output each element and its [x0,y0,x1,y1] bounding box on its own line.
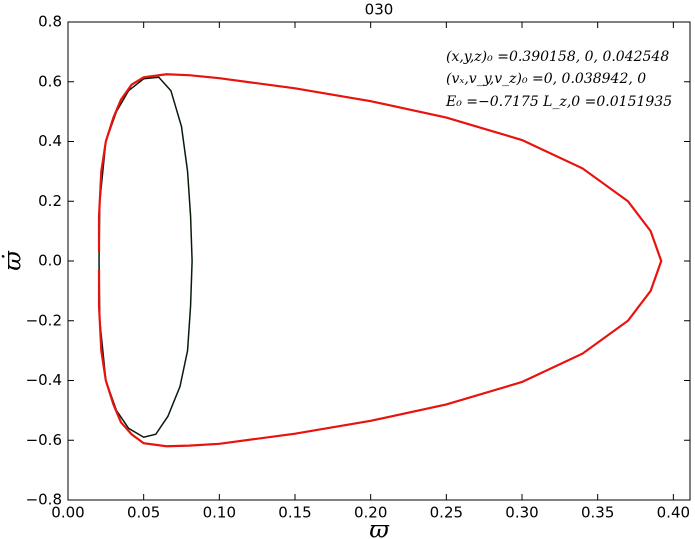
y-tick-label: −0.2 [26,311,62,329]
x-tick-label: 0.05 [127,504,160,522]
annotation: E₀ =−0.7175 L_z,0 =0.0151935 [445,94,672,110]
y-tick-label: 0.6 [38,72,62,90]
x-tick-label: 0.35 [581,504,614,522]
chart-title: 030 [365,1,394,19]
annotation: (x,y,z)₀ =0.390158, 0, 0.042548 [446,49,669,65]
y-tick-label: −0.4 [26,371,62,389]
x-tick-label: 0.00 [51,504,84,522]
x-tick-label: 0.25 [430,504,463,522]
x-tick-label: 0.10 [203,504,236,522]
x-axis-label: ϖ [369,516,390,539]
x-tick-label: 0.15 [278,504,311,522]
y-tick-label: −0.8 [26,491,62,509]
series-line [98,76,193,439]
y-axis-label: ϖ̇ [0,250,27,271]
y-tick-label: −0.6 [26,431,62,449]
annotation: (vₓ,v_y,v_z)₀ =0, 0.038942, 0 [446,71,646,87]
x-tick-label: 0.20 [354,504,387,522]
y-tick-label: 0.4 [38,132,62,150]
y-tick-label: 0.0 [38,252,62,270]
y-tick-label: 0.8 [38,13,62,31]
x-tick-label: 0.40 [657,504,690,522]
y-tick-label: 0.2 [38,192,62,210]
x-tick-label: 0.30 [505,504,538,522]
series-line [97,73,663,448]
